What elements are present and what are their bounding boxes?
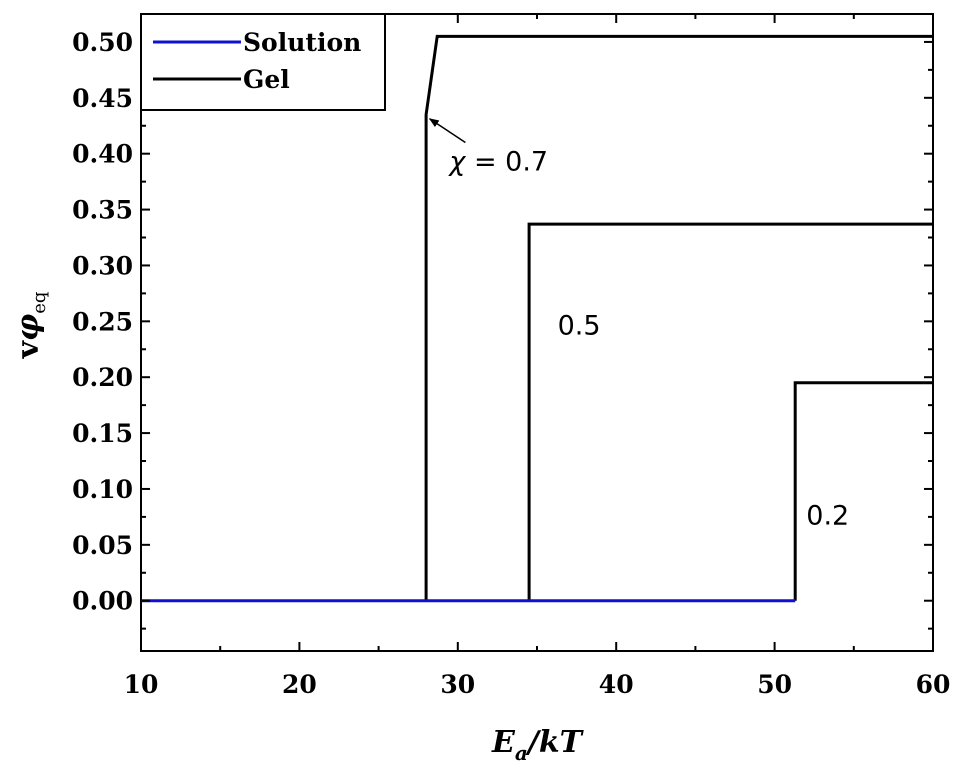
annotation-label: χ = 0.7 <box>447 146 548 177</box>
y-tick-label: 0.40 <box>72 140 133 169</box>
annotation-arrow <box>428 118 466 144</box>
legend: Solution Gel <box>140 13 386 111</box>
y-tick-label: 0.15 <box>72 419 133 448</box>
legend-label-solution: Solution <box>243 28 361 57</box>
legend-box <box>140 13 386 111</box>
y-tick-label: 0.25 <box>72 307 133 336</box>
annotation-value: = 0.7 <box>474 146 548 177</box>
x-tick-label: 30 <box>440 670 475 699</box>
y-tick-label: 0.05 <box>72 531 133 560</box>
y-tick-label: 0.10 <box>72 475 133 504</box>
y-tick-label: 0.35 <box>72 196 133 225</box>
y-tick-label: 0.20 <box>72 363 133 392</box>
y-tick-label: 0.45 <box>72 84 133 113</box>
x-tick-label: 40 <box>599 670 634 699</box>
x-axis-title: Ea/kT <box>491 725 585 765</box>
y-tick-label: 0.50 <box>72 28 133 57</box>
legend-label-gel: Gel <box>243 65 290 94</box>
axis-ticks: 10 20 30 40 50 60 0.00 0.05 0.10 0.15 0.20 0.25 0.30… <box>72 13 951 699</box>
annotation-label: 0.2 <box>806 501 849 532</box>
y-tick-label: 0.30 <box>72 251 133 280</box>
y-axis-title: vφeq <box>11 292 50 360</box>
x-tick-label: 20 <box>282 670 317 699</box>
plot-content <box>141 34 933 603</box>
x-tick-label: 10 <box>124 670 159 699</box>
annotations: χ = 0.7 0.5 0.2 <box>428 118 849 532</box>
series-line-gel-3 <box>793 381 933 601</box>
series-line-gel-2 <box>527 222 933 601</box>
y-tick-label: 0.00 <box>72 587 133 616</box>
annotation-symbol: χ <box>447 146 474 177</box>
series-line-gel-1 <box>424 34 933 601</box>
x-tick-label: 50 <box>757 670 792 699</box>
x-tick-label: 60 <box>916 670 951 699</box>
annotation-label: 0.5 <box>558 311 601 342</box>
